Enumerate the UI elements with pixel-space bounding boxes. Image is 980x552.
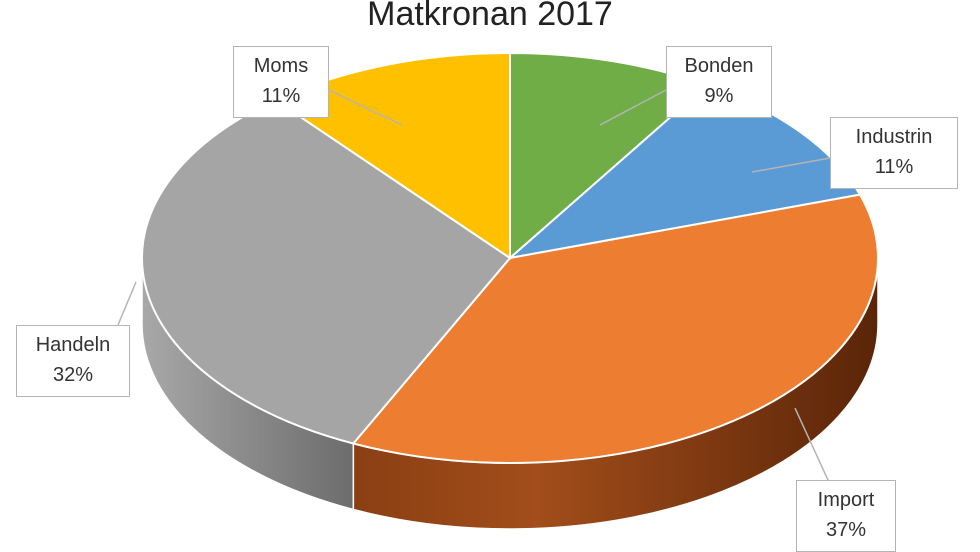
value-label: 11% <box>261 85 301 107</box>
pie-slice-import <box>351 193 879 464</box>
category-label: Moms <box>253 55 309 77</box>
value-label: 9% <box>704 85 734 107</box>
value-label: 32% <box>52 364 94 386</box>
value-label: 37% <box>825 519 867 541</box>
pie-slice-handeln <box>141 98 512 445</box>
leader-line-industrin <box>751 157 831 173</box>
category-label: Handeln <box>35 334 111 356</box>
pie-tops <box>141 51 879 464</box>
chart-title: Matkronan 2017 <box>367 0 613 33</box>
data-label-bonden: Bonden 9% <box>666 46 772 118</box>
category-label: Bonden <box>684 55 754 77</box>
leader-line-moms <box>328 89 403 126</box>
leader-line-import <box>794 407 829 481</box>
data-label-import: Import 37% <box>796 480 896 552</box>
pie-leaders <box>117 89 831 481</box>
leader-line-bonden <box>599 89 667 126</box>
value-label: 11% <box>874 156 914 178</box>
leader-line-handeln <box>117 281 137 326</box>
category-label: Industrin <box>855 126 933 148</box>
category-label: Import <box>817 489 875 511</box>
data-label-handeln: Handeln 32% <box>16 325 130 397</box>
data-label-moms: Moms 11% <box>233 46 329 118</box>
data-label-industrin: Industrin 11% <box>830 117 958 189</box>
